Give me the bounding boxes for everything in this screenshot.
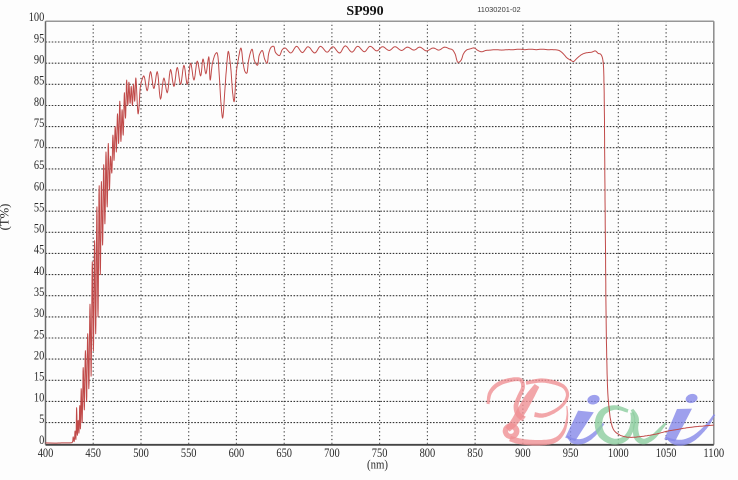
svg-text:800: 800	[420, 446, 436, 460]
svg-text:500: 500	[133, 446, 149, 460]
svg-text:850: 850	[467, 446, 483, 460]
svg-text:85: 85	[34, 74, 44, 88]
svg-text:600: 600	[229, 446, 245, 460]
svg-text:(T%): (T%)	[0, 204, 12, 231]
svg-text:450: 450	[85, 446, 101, 460]
svg-text:1100: 1100	[703, 446, 724, 460]
svg-text:90: 90	[34, 53, 44, 67]
svg-text:15: 15	[34, 370, 44, 384]
svg-text:(nm): (nm)	[367, 458, 388, 472]
svg-text:35: 35	[34, 285, 44, 299]
svg-text:750: 750	[372, 446, 388, 460]
svg-text:75: 75	[34, 116, 44, 130]
svg-text:550: 550	[181, 446, 197, 460]
svg-text:1050: 1050	[656, 446, 677, 460]
svg-text:10: 10	[34, 391, 44, 405]
svg-text:SP990: SP990	[346, 4, 383, 19]
svg-text:0: 0	[39, 433, 44, 447]
svg-text:30: 30	[34, 306, 44, 320]
svg-text:40: 40	[34, 264, 44, 278]
svg-text:11030201-02: 11030201-02	[477, 5, 521, 14]
svg-text:950: 950	[563, 446, 579, 460]
svg-text:700: 700	[324, 446, 340, 460]
svg-text:50: 50	[34, 222, 44, 236]
svg-text:650: 650	[276, 446, 292, 460]
svg-text:400: 400	[38, 446, 54, 460]
svg-text:5: 5	[39, 412, 44, 426]
svg-text:60: 60	[34, 179, 44, 193]
svg-text:25: 25	[34, 327, 44, 341]
svg-text:45: 45	[34, 243, 44, 257]
svg-text:80: 80	[34, 95, 44, 109]
svg-text:95: 95	[34, 31, 44, 45]
svg-text:65: 65	[34, 158, 44, 172]
svg-text:100: 100	[29, 10, 45, 24]
svg-text:900: 900	[515, 446, 531, 460]
svg-text:1000: 1000	[608, 446, 629, 460]
svg-text:55: 55	[34, 201, 44, 215]
svg-text:20: 20	[34, 348, 44, 362]
svg-text:70: 70	[34, 137, 44, 151]
